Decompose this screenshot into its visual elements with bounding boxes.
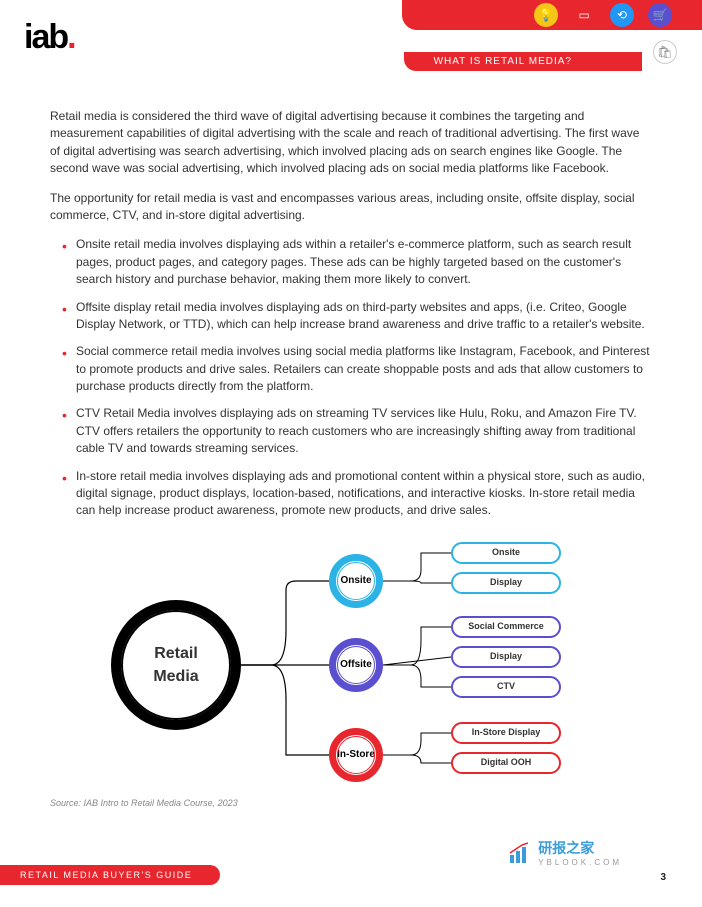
leaf-pill: Digital OOH — [451, 752, 561, 774]
watermark-chart-icon — [508, 841, 532, 865]
footer-guide-label: RETAIL MEDIA BUYER'S GUIDE — [0, 865, 220, 885]
branch-node-instore: In-Store — [329, 728, 383, 782]
leaf-label: In-Store Display — [472, 726, 541, 739]
branch-label: Onsite — [340, 574, 371, 589]
paragraph-1: Retail media is considered the third wav… — [50, 108, 652, 178]
header-icons-row: 💡 ▭ ⟲ 🛒 — [534, 3, 672, 27]
leaf-pill: Display — [451, 646, 561, 668]
bullet-item: In-store retail media involves displayin… — [62, 468, 652, 520]
leaf-label: CTV — [497, 680, 515, 693]
page-number: 3 — [660, 872, 666, 883]
bullet-item: Offsite display retail media involves di… — [62, 299, 652, 334]
iab-logo: iab. — [24, 18, 75, 57]
bag-icon: 🛍 — [653, 40, 677, 64]
leaf-label: Social Commerce — [468, 620, 544, 633]
leaf-label: Digital OOH — [481, 756, 532, 769]
watermark-text-en: YBLOOK.COM — [538, 858, 622, 867]
branch-label: In-Store — [337, 748, 375, 763]
bulb-icon: 💡 — [534, 3, 558, 27]
leaf-label: Onsite — [492, 546, 520, 559]
leaf-label: Display — [490, 650, 522, 663]
watermark-text-cn: 研报之家 — [538, 840, 594, 856]
section-title: WHAT IS RETAIL MEDIA? — [404, 52, 642, 71]
leaf-pill: CTV — [451, 676, 561, 698]
logo-text: iab — [24, 18, 67, 56]
bullet-item: CTV Retail Media involves displaying ads… — [62, 405, 652, 457]
leaf-label: Display — [490, 576, 522, 589]
logo-dot: . — [67, 18, 74, 56]
leaf-pill: In-Store Display — [451, 722, 561, 744]
cart-icon: 🛒 — [648, 3, 672, 27]
bullet-item: Social commerce retail media involves us… — [62, 343, 652, 395]
branch-node-offsite: Offsite — [329, 638, 383, 692]
page-header: 💡 ▭ ⟲ 🛒 🛍 iab. WHAT IS RETAIL MEDIA? — [0, 0, 702, 72]
retail-media-diagram: Retail Media Onsite Offsite In-Store Ons… — [71, 530, 631, 790]
branch-node-onsite: Onsite — [329, 554, 383, 608]
leaf-pill: Display — [451, 572, 561, 594]
watermark: 研报之家 YBLOOK.COM — [508, 838, 622, 867]
leaf-pill: Social Commerce — [451, 616, 561, 638]
bullet-item: Onsite retail media involves displaying … — [62, 236, 652, 288]
source-citation: Source: IAB Intro to Retail Media Course… — [0, 790, 702, 816]
leaf-pill: Onsite — [451, 542, 561, 564]
bullet-list: Onsite retail media involves displaying … — [50, 236, 652, 519]
diagram-root-node: Retail Media — [111, 600, 241, 730]
branch-label: Offsite — [340, 658, 372, 673]
root-label: Retail Media — [153, 642, 198, 688]
sync-icon: ⟲ — [610, 3, 634, 27]
paragraph-2: The opportunity for retail media is vast… — [50, 190, 652, 225]
screen-icon: ▭ — [572, 3, 596, 27]
body-content: Retail media is considered the third wav… — [0, 72, 702, 790]
